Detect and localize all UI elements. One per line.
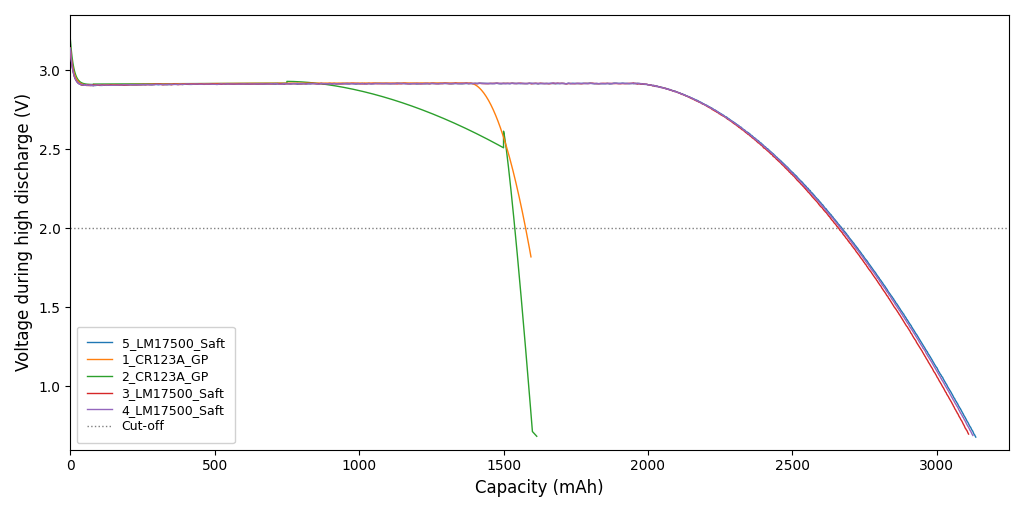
1_CR123A_GP <box>509 177 521 183</box>
Legend: 5_LM17500_Saft, 1_CR123A_GP, 2_CR123A_GP, 3_LM17500_Saft, 4_LM17500_Saft, Cut-of: 5_LM17500_Saft, 1_CR123A_GP, 2_CR123A_GP… <box>77 327 234 443</box>
1_CR123A_GP <box>77 81 89 88</box>
Y-axis label: Voltage during high discharge (V): Voltage during high discharge (V) <box>15 93 33 371</box>
4_LM17500_Saft <box>967 433 979 439</box>
4_LM17500_Saft <box>714 111 726 117</box>
3_LM17500_Saft <box>900 322 912 328</box>
5_LM17500_Saft <box>905 324 918 330</box>
1_CR123A_GP <box>65 45 77 51</box>
2_CR123A_GP <box>283 78 295 84</box>
Line: 2_CR123A_GP: 2_CR123A_GP <box>71 39 537 436</box>
X-axis label: Capacity (mAh): Capacity (mAh) <box>475 479 604 497</box>
4_LM17500_Saft <box>529 80 542 87</box>
3_LM17500_Saft <box>65 45 77 51</box>
4_LM17500_Saft <box>742 131 755 137</box>
Line: 5_LM17500_Saft: 5_LM17500_Saft <box>71 48 976 437</box>
1_CR123A_GP <box>138 81 151 88</box>
2_CR123A_GP <box>65 36 77 42</box>
5_LM17500_Saft <box>529 80 542 87</box>
2_CR123A_GP <box>354 88 367 94</box>
4_LM17500_Saft <box>106 82 119 89</box>
3_LM17500_Saft <box>529 80 542 87</box>
5_LM17500_Saft <box>743 131 756 137</box>
5_LM17500_Saft <box>65 45 77 51</box>
3_LM17500_Saft <box>106 82 119 89</box>
5_LM17500_Saft <box>884 291 896 297</box>
5_LM17500_Saft <box>106 82 119 88</box>
2_CR123A_GP <box>530 433 543 439</box>
2_CR123A_GP <box>514 289 526 295</box>
2_CR123A_GP <box>200 80 212 87</box>
4_LM17500_Saft <box>903 323 915 329</box>
Line: 4_LM17500_Saft: 4_LM17500_Saft <box>71 48 973 436</box>
Line: 3_LM17500_Saft: 3_LM17500_Saft <box>71 48 969 434</box>
3_LM17500_Saft <box>963 431 975 437</box>
5_LM17500_Saft <box>970 434 982 440</box>
4_LM17500_Saft <box>882 290 894 296</box>
3_LM17500_Saft <box>879 289 891 295</box>
1_CR123A_GP <box>525 254 538 260</box>
2_CR123A_GP <box>446 119 459 125</box>
5_LM17500_Saft <box>715 111 727 117</box>
1_CR123A_GP <box>161 81 173 87</box>
3_LM17500_Saft <box>713 111 725 117</box>
2_CR123A_GP <box>380 95 392 101</box>
1_CR123A_GP <box>172 81 184 87</box>
Cut-off <box>65 225 77 231</box>
Line: 1_CR123A_GP: 1_CR123A_GP <box>71 48 531 257</box>
1_CR123A_GP <box>232 80 245 87</box>
4_LM17500_Saft <box>65 45 77 51</box>
Cut-off <box>65 225 77 231</box>
3_LM17500_Saft <box>741 131 754 137</box>
